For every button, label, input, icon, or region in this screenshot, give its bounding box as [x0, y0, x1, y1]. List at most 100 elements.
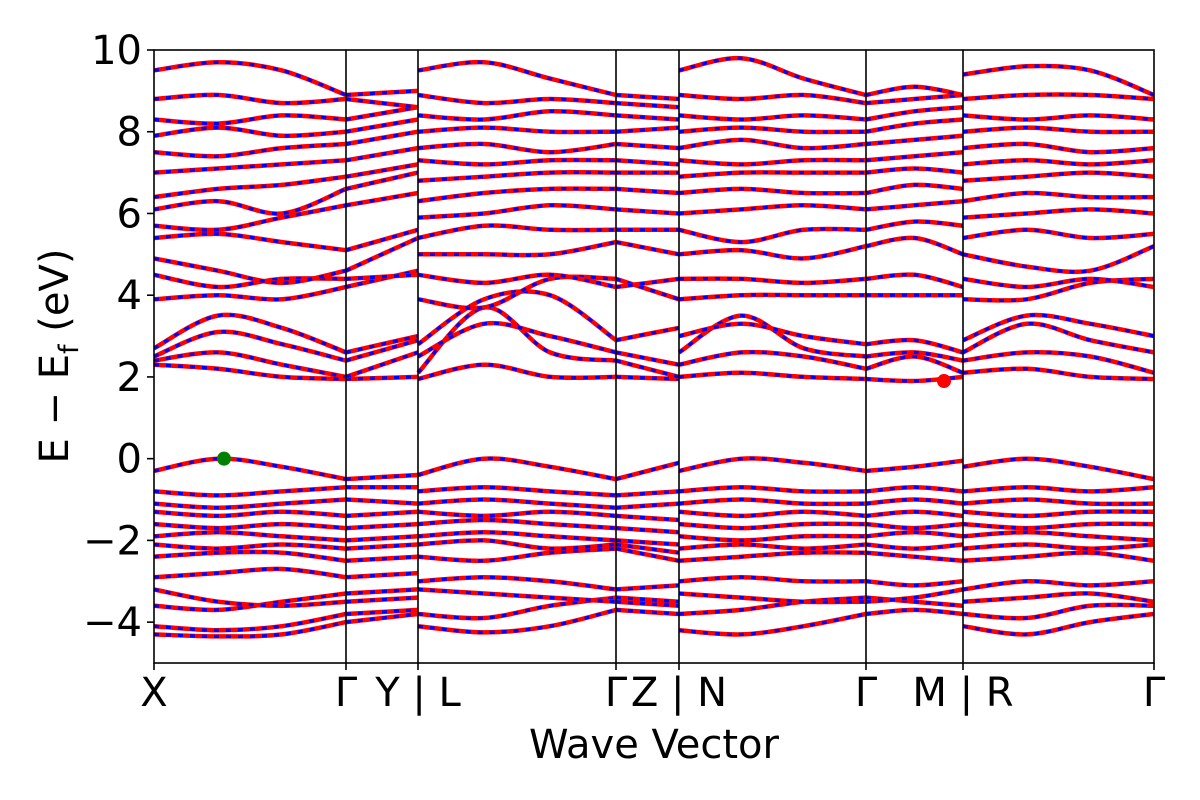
y-axis-label-main: E − E — [32, 354, 78, 464]
band-line-spin-down — [678, 456, 867, 473]
band-line-spin-down — [615, 608, 680, 616]
band-line-spin-down — [417, 363, 617, 381]
y-tick-label: −4 — [83, 600, 142, 646]
band-line-spin-down — [865, 219, 964, 232]
band-line-spin-down — [154, 158, 347, 175]
band-line-spin-down — [154, 587, 347, 608]
band-line-spin-down — [417, 187, 617, 203]
band-line-spin-down — [962, 350, 1154, 375]
band-line-spin-down — [345, 130, 419, 146]
band-line-spin-down — [154, 113, 347, 126]
band-line-spin-down — [615, 142, 680, 150]
band-line-spin-down — [418, 240, 617, 257]
band-line-spin-down — [417, 170, 617, 183]
band-line-spin-down — [154, 485, 347, 498]
band-line-spin-down — [962, 579, 1154, 591]
x-tick-label: X — [140, 670, 167, 716]
y-axis-label: E − Ef (eV) — [32, 249, 85, 464]
band-line-spin-down — [678, 56, 867, 97]
band-line-spin-down — [615, 461, 680, 481]
band-line-spin-down — [865, 485, 964, 493]
band-line-spin-down — [678, 510, 867, 518]
band-line-spin-down — [615, 538, 680, 547]
x-tick-label: Γ — [335, 670, 358, 716]
band-line-spin-down — [962, 457, 1154, 481]
band-line-spin-down — [154, 285, 347, 302]
band-line-spin-down — [154, 232, 347, 252]
band-line-spin-down — [865, 105, 964, 122]
high-symmetry-lines — [345, 50, 964, 663]
band-line-spin-down — [345, 596, 419, 604]
band-line-spin-down — [678, 158, 867, 167]
band-line-spin-down — [678, 187, 867, 195]
band-line-spin-down — [865, 354, 964, 375]
band-line-spin-down — [615, 596, 680, 604]
band-line-spin-down — [154, 550, 347, 563]
band-line-spin-down — [678, 276, 867, 285]
band-line-spin-down — [678, 485, 867, 494]
band-line-spin-down — [417, 497, 617, 510]
band-line-spin-down — [615, 93, 680, 101]
band-line-spin-down — [865, 587, 964, 604]
band-line-spin-down — [865, 510, 964, 518]
band-line-spin-down — [865, 522, 964, 530]
band-line-spin-down — [962, 509, 1154, 518]
band-line-spin-down — [345, 571, 419, 579]
band-line-spin-down — [345, 555, 419, 563]
y-tick-label: 6 — [117, 191, 142, 237]
band-line-spin-down — [345, 534, 419, 542]
band-line-spin-down — [417, 518, 617, 530]
y-tick-label: −2 — [83, 518, 142, 564]
band-line-spin-down — [615, 240, 680, 256]
band-line-spin-down — [345, 497, 419, 506]
band-line-spin-down — [154, 330, 347, 363]
band-line-spin-down — [865, 85, 964, 97]
band-line-spin-down — [615, 375, 680, 381]
band-line-spin-down — [615, 277, 680, 289]
band-line-spin-down — [962, 64, 1154, 97]
band-line-spin-down — [154, 542, 347, 551]
band-line-spin-down — [345, 89, 419, 97]
valence-band-maximum-marker — [217, 451, 231, 466]
band-line-spin-down — [345, 162, 419, 179]
x-tick-label: Γ — [855, 670, 878, 716]
band-line-spin-down — [962, 497, 1154, 506]
band-line-spin-down — [154, 457, 347, 481]
y-tick-label: 0 — [117, 437, 142, 483]
band-line-spin-down — [865, 272, 964, 289]
band-line-spin-down — [678, 534, 867, 543]
band-line-spin-down — [154, 497, 347, 510]
band-line-spin-down — [615, 547, 680, 563]
band-line-spin-down — [615, 489, 680, 497]
band-line-spin-down — [865, 134, 964, 146]
band-line-spin-down — [962, 207, 1154, 220]
band-line-spin-down — [615, 600, 680, 608]
band-line-spin-down — [154, 612, 347, 632]
band-line-spin-down — [417, 60, 617, 97]
band-line-spin-down — [865, 236, 964, 256]
band-line-spin-down — [345, 146, 419, 162]
band-line-spin-down — [865, 459, 964, 473]
band-line-spin-down — [345, 117, 419, 134]
band-line-spin-down — [865, 375, 964, 383]
x-tick-label: Γ — [605, 670, 628, 716]
band-line-spin-down — [615, 583, 680, 591]
band-line-spin-down — [154, 187, 347, 216]
band-edge-markers — [217, 374, 951, 466]
band-line-spin-down — [962, 485, 1154, 494]
band-line-spin-down — [678, 138, 867, 150]
band-line-spin-down — [865, 350, 964, 363]
band-line-spin-down — [154, 510, 347, 518]
band-line-spin-down — [417, 608, 617, 635]
band-line-spin-down — [345, 273, 419, 281]
band-line-spin-down — [962, 191, 1154, 203]
band-line-spin-down — [865, 166, 964, 175]
band-line-spin-down — [345, 587, 419, 596]
band-line-spin-down — [615, 526, 680, 534]
band-line-spin-down — [678, 125, 867, 134]
x-axis-label: Wave Vector — [529, 722, 780, 768]
x-tick-label: Y | L — [374, 670, 461, 716]
band-line-spin-down — [962, 530, 1154, 542]
band-line-spin-down — [615, 542, 680, 555]
